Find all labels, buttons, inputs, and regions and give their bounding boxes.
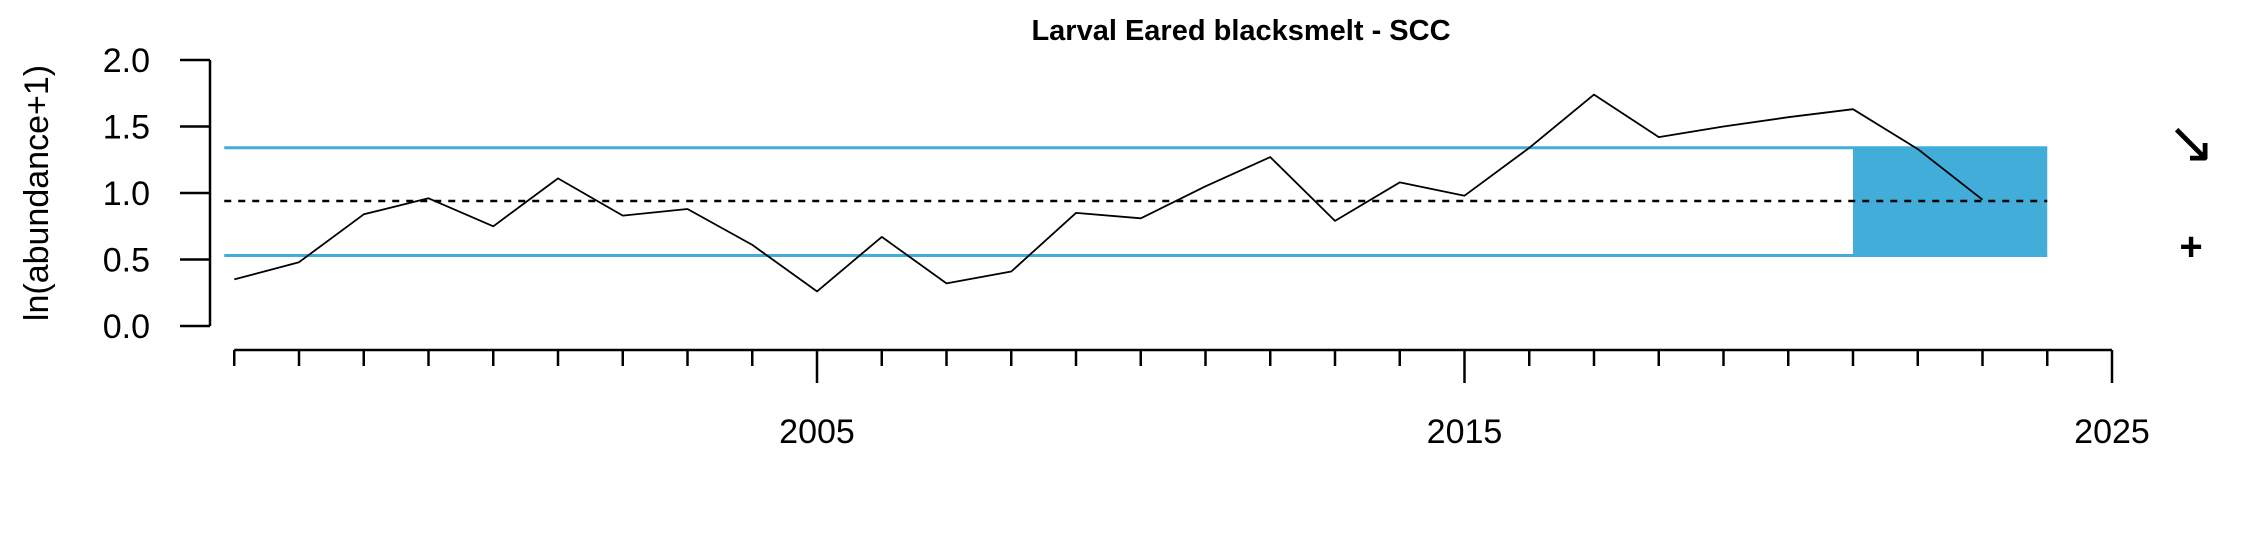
y-axis: 0.0 0.5 1.0 1.5 2.0: [103, 42, 212, 346]
x-tick-label: 2005: [779, 413, 855, 451]
chart-title: Larval Eared blacksmelt - SCC: [1031, 15, 1450, 47]
x-axis: 2005 2015 2025: [233, 348, 2150, 451]
y-tick-label: 1.5: [103, 109, 150, 147]
y-axis-label: ln(abundance+1): [18, 65, 56, 321]
data-series: [234, 93, 1984, 293]
reference-lines: [224, 146, 2048, 258]
y-tick-label: 0.5: [103, 242, 150, 280]
x-tick-label: 2025: [2074, 413, 2150, 451]
series-line: [234, 93, 1984, 293]
y-tick-label: 1.0: [103, 175, 150, 213]
y-tick-label: 2.0: [103, 42, 150, 80]
x-tick-label: 2015: [1427, 413, 1503, 451]
mean-indicator: +: [2179, 225, 2202, 269]
y-tick-label: 0.0: [103, 308, 150, 346]
trend-indicator: ↘: [2167, 110, 2216, 175]
